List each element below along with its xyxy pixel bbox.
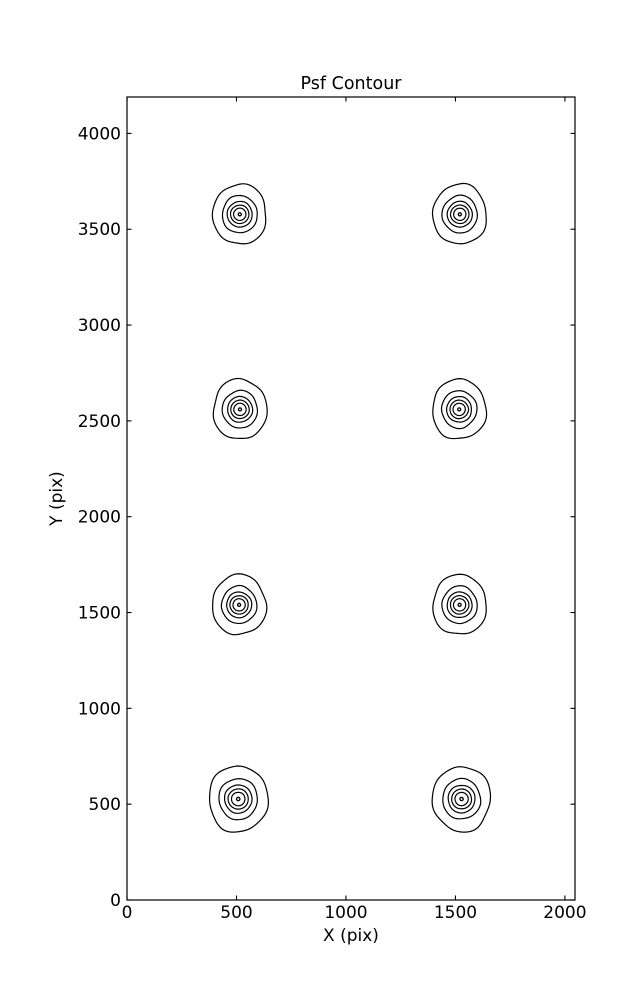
y-tick-label: 1000 (78, 699, 121, 719)
y-tick-label: 2000 (78, 508, 121, 528)
x-tick-label: 0 (122, 903, 133, 923)
contour-level (229, 595, 249, 615)
y-axis-label: Y (pix) (47, 471, 67, 527)
y-tick-label: 3000 (78, 316, 121, 336)
x-tick-label: 500 (220, 903, 252, 923)
y-tick-label: 2500 (78, 412, 121, 432)
contour-level (432, 378, 488, 440)
contour-level (446, 395, 472, 423)
tick-marks (126, 97, 575, 901)
contour-level (220, 584, 258, 625)
x-tick-label: 1000 (324, 903, 367, 923)
x-tick-label: 1500 (434, 903, 477, 923)
x-axis-label: X (pix) (323, 926, 379, 946)
contour-level (431, 766, 492, 833)
plot-title: Psf Contour (301, 74, 403, 94)
contour-level (226, 200, 253, 228)
contour-level (454, 791, 469, 807)
contour-level (211, 183, 267, 245)
contour-level (212, 377, 268, 439)
contour-level (456, 407, 462, 412)
contour-level (230, 791, 246, 807)
contour-level (227, 788, 249, 810)
contour-level (453, 207, 467, 222)
contour-level (221, 194, 258, 234)
contour-level (233, 402, 247, 417)
psf-contours (208, 182, 492, 833)
y-tick-label: 3500 (78, 220, 121, 240)
contour-level (227, 395, 254, 423)
contour-level (447, 784, 476, 814)
contour-level (236, 602, 242, 608)
contour-level (442, 777, 482, 820)
contour-level (452, 402, 466, 417)
axes-frame (126, 96, 576, 901)
contour-level (235, 796, 241, 802)
contour-level (449, 204, 470, 225)
contour-level (451, 788, 473, 810)
y-tick-label: 1500 (78, 603, 121, 623)
contour-level (218, 778, 258, 821)
contour-level (230, 399, 250, 420)
y-tick-label: 500 (89, 795, 121, 815)
contour-level (431, 182, 487, 245)
contour-level (212, 573, 268, 636)
contour-level (457, 212, 463, 217)
contour-level (223, 784, 253, 814)
contour-level (441, 585, 478, 625)
contour-level (457, 602, 462, 608)
contour-level (446, 591, 473, 618)
y-tick-label: 4000 (78, 124, 121, 144)
contour-level (237, 407, 243, 412)
contour-level (440, 390, 478, 430)
contour-level (208, 765, 269, 833)
contour-level (232, 207, 247, 222)
contour-level (237, 212, 242, 217)
contour-level (232, 598, 246, 612)
contour-level (459, 796, 464, 802)
tick-labels: 0 500 1000 1500 2000 0 500 1000 1500 2000 2500 3000… (78, 124, 587, 923)
x-tick-label: 2000 (543, 903, 586, 923)
contour-level (446, 200, 473, 228)
contour-level (229, 204, 250, 225)
contour-level (452, 598, 467, 612)
contour-level (226, 591, 253, 619)
contour-level (441, 194, 478, 234)
contour-level (432, 573, 487, 635)
y-tick-label: 0 (110, 891, 121, 911)
contour-level (449, 399, 470, 420)
contour-level (221, 389, 259, 429)
contour-level (449, 595, 470, 615)
